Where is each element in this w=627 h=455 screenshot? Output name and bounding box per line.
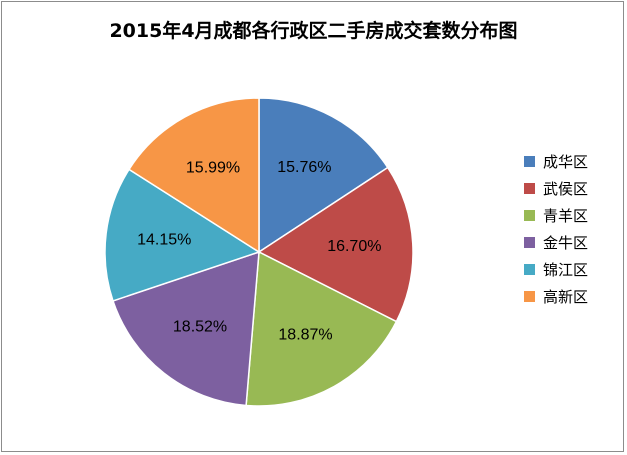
legend-item: 青羊区 <box>524 202 588 229</box>
slice-label-1: 15.76% <box>277 159 331 176</box>
legend-label: 金牛区 <box>543 234 589 252</box>
legend-label: 武侯区 <box>543 180 589 198</box>
chart-title: 2015年4月成都各行政区二手房成交套数分布图 <box>109 20 518 42</box>
legend-item: 锦江区 <box>524 256 588 283</box>
slice-label-5: 14.15% <box>137 232 191 249</box>
legend-item: 成华区 <box>524 148 588 175</box>
legend-item: 金牛区 <box>524 229 588 256</box>
pie-slice-2 <box>257 166 414 323</box>
legend-swatch <box>524 183 535 194</box>
legend-swatch <box>524 156 535 167</box>
legend-item: 武侯区 <box>524 175 588 202</box>
legend-item: 高新区 <box>524 283 588 310</box>
pie-slice-4 <box>112 250 260 407</box>
pie-slice-1 <box>258 97 389 254</box>
pie-slice-3 <box>245 250 398 407</box>
legend-label: 青羊区 <box>543 207 589 225</box>
slice-label-3: 18.87% <box>278 327 332 344</box>
legend-label: 高新区 <box>543 288 589 306</box>
legend-swatch <box>524 291 535 302</box>
slice-label-4: 18.52% <box>173 318 227 335</box>
legend-swatch <box>524 237 535 248</box>
pie-slice-6 <box>127 97 260 254</box>
legend: 成华区武侯区青羊区金牛区锦江区高新区 <box>524 148 588 310</box>
legend-label: 成华区 <box>543 153 589 171</box>
pie-slice-5 <box>104 168 261 302</box>
legend-label: 锦江区 <box>543 261 589 279</box>
legend-swatch <box>524 264 535 275</box>
legend-swatch <box>524 210 535 221</box>
slice-label-2: 16.70% <box>327 238 381 255</box>
slice-label-6: 15.99% <box>186 160 240 177</box>
